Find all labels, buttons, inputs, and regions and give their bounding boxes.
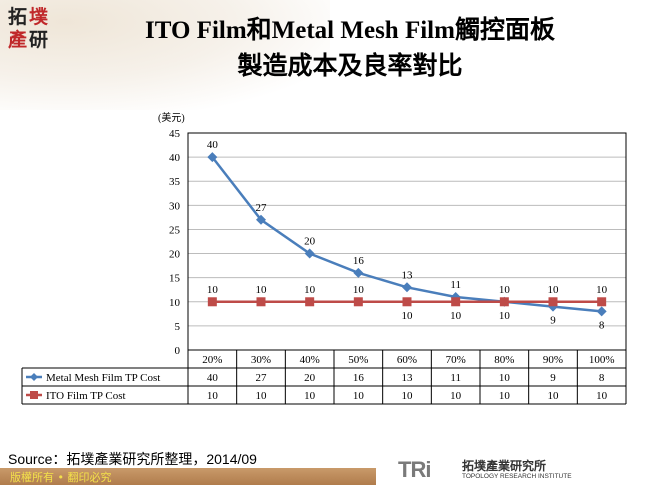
data-label: 10 bbox=[450, 310, 462, 322]
table-cell: 10 bbox=[450, 390, 462, 402]
table-cell: 10 bbox=[256, 390, 268, 402]
table-cell: 10 bbox=[499, 390, 511, 402]
data-point bbox=[402, 282, 412, 293]
data-point bbox=[207, 297, 217, 307]
table-cell: 10 bbox=[596, 390, 608, 402]
data-label: 13 bbox=[402, 269, 414, 281]
x-tick-label: 20% bbox=[202, 354, 222, 366]
plot-area-border bbox=[187, 132, 627, 351]
chart-subtitle: 製造成本及良率對比 bbox=[237, 53, 463, 80]
y-tick-label: 35 bbox=[169, 176, 181, 188]
data-label: 10 bbox=[499, 310, 511, 322]
y-axis-label: (美元) bbox=[158, 111, 185, 124]
data-label: 10 bbox=[499, 284, 511, 296]
x-tick-label: 60% bbox=[397, 354, 417, 366]
table-cell: 13 bbox=[402, 372, 414, 384]
y-tick-label: 0 bbox=[175, 345, 181, 357]
data-label: 11 bbox=[450, 279, 461, 291]
table-cell: 10 bbox=[207, 390, 219, 402]
table-cell: 10 bbox=[548, 390, 560, 402]
table-cell: 8 bbox=[599, 372, 605, 384]
tri-name-en: TOPOLOGY RESEARCH INSTITUTE bbox=[462, 473, 572, 480]
table-cell: 11 bbox=[450, 372, 461, 384]
logo-char: 研 bbox=[29, 29, 49, 51]
data-point bbox=[207, 152, 218, 163]
table-cell: 10 bbox=[499, 372, 511, 384]
tri-logo: TRi 拓墣產業研究所 TOPOLOGY RESEARCH INSTITUTE bbox=[376, 455, 650, 485]
x-tick-label: 80% bbox=[494, 354, 514, 366]
data-label: 10 bbox=[402, 310, 414, 322]
data-point bbox=[256, 214, 266, 225]
data-label: 16 bbox=[353, 255, 365, 267]
source-note: Source：拓墣產業研究所整理，2014/09 bbox=[8, 451, 257, 467]
logo-char: 拓 bbox=[8, 6, 28, 28]
x-tick-label: 30% bbox=[251, 354, 271, 366]
data-point bbox=[499, 297, 509, 307]
data-label: 8 bbox=[599, 319, 605, 331]
legend-label: Metal Mesh Film TP Cost bbox=[46, 372, 160, 384]
y-tick-label: 45 bbox=[169, 128, 181, 140]
data-label: 20 bbox=[304, 236, 316, 248]
table-cell: 10 bbox=[353, 390, 365, 402]
legend-label: ITO Film TP Cost bbox=[46, 390, 126, 402]
data-label: 10 bbox=[596, 284, 608, 296]
x-tick-label: 100% bbox=[589, 354, 615, 366]
table-cell: 9 bbox=[550, 372, 556, 384]
y-tick-label: 30 bbox=[169, 200, 181, 212]
data-label: 10 bbox=[353, 284, 365, 296]
data-point bbox=[451, 297, 461, 307]
data-label: 27 bbox=[256, 202, 268, 214]
data-label: 40 bbox=[207, 139, 219, 151]
logo-char: 產 bbox=[8, 29, 28, 51]
table-cell: 10 bbox=[304, 390, 316, 402]
x-tick-label: 40% bbox=[300, 354, 320, 366]
table-cell: 10 bbox=[402, 390, 414, 402]
data-point bbox=[596, 306, 607, 317]
legend-marker bbox=[30, 373, 38, 381]
y-tick-label: 15 bbox=[169, 273, 181, 285]
data-label: 9 bbox=[550, 315, 556, 327]
x-tick-label: 50% bbox=[348, 354, 368, 366]
tri-mark: TRi bbox=[398, 457, 431, 482]
chart-title: ITO Film和Metal Mesh Film觸控面板 bbox=[145, 17, 555, 44]
logo: 拓 墣 產 研 bbox=[8, 6, 50, 52]
y-tick-label: 40 bbox=[169, 152, 181, 164]
table-cell: 16 bbox=[353, 372, 365, 384]
y-tick-label: 5 bbox=[175, 321, 181, 333]
table-cell: 27 bbox=[256, 372, 268, 384]
data-point bbox=[256, 297, 266, 307]
data-label: 10 bbox=[256, 284, 268, 296]
data-point bbox=[305, 297, 315, 307]
data-point bbox=[353, 267, 364, 278]
y-tick-label: 25 bbox=[169, 224, 181, 236]
line-chart: 0 5 10 15 20 25 30 35 40 45 (美元) 20% 30% 40% 50% 60% 70%… bbox=[21, 111, 627, 405]
data-label: 10 bbox=[207, 284, 219, 296]
x-tick-label: 70% bbox=[446, 354, 466, 366]
copyright-text: 版權所有 • 翻印必究 bbox=[10, 471, 112, 484]
legend-marker bbox=[30, 391, 38, 399]
background-map bbox=[0, 0, 330, 110]
y-tick-label: 20 bbox=[169, 249, 181, 261]
data-point bbox=[597, 297, 607, 307]
table-cell: 40 bbox=[207, 372, 219, 384]
data-point bbox=[450, 291, 461, 302]
data-label: 10 bbox=[304, 284, 316, 296]
x-tick-label: 90% bbox=[543, 354, 563, 366]
data-point bbox=[304, 248, 315, 259]
logo-char: 墣 bbox=[29, 6, 49, 28]
data-label: 10 bbox=[548, 284, 560, 296]
table-cell: 20 bbox=[304, 372, 316, 384]
data-point bbox=[548, 297, 558, 307]
data-point bbox=[402, 297, 412, 307]
tri-name-cn: 拓墣產業研究所 bbox=[462, 459, 547, 473]
y-tick-label: 10 bbox=[169, 297, 181, 309]
data-point bbox=[353, 297, 363, 307]
